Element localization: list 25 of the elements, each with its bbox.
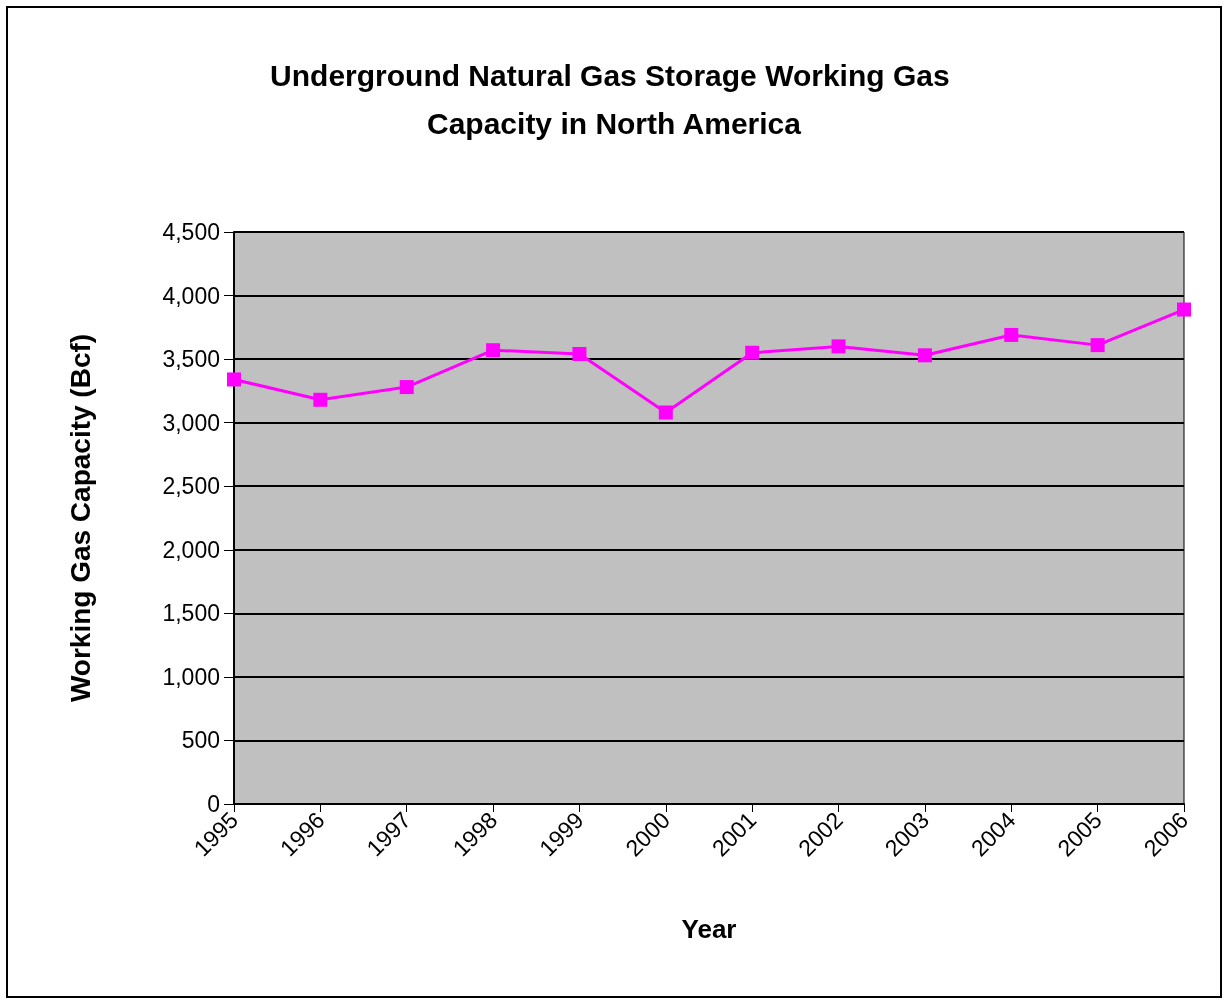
point [1090,338,1105,353]
point [1177,302,1191,317]
y-tick-label: 2,500 [162,473,220,500]
y-tick-label: 500 [181,727,220,754]
y-tick-label: 0 [207,791,220,817]
point [227,372,241,387]
point [399,380,414,395]
point [917,348,932,363]
point [831,339,846,354]
y-tick-label: 1,000 [162,663,220,690]
point [486,343,501,358]
y-tick-label: 4,500 [162,219,220,245]
y-tick-label: 3,500 [162,346,220,373]
point [658,405,673,420]
x-axis-title: Year [681,914,737,944]
y-tick-label: 2,000 [162,536,220,563]
point [313,392,328,407]
y-tick-label: 4,000 [162,282,220,309]
y-tick-label: 1,500 [162,600,220,627]
point [745,345,760,360]
point [1004,327,1019,342]
point [572,347,587,362]
y-axis-title: Working Gas Capacity (Bcf) [64,333,96,703]
chart-title: Underground Natural Gas Storage Working Gas Capacity in North America [270,58,958,140]
y-tick-label: 3,000 [162,409,220,436]
